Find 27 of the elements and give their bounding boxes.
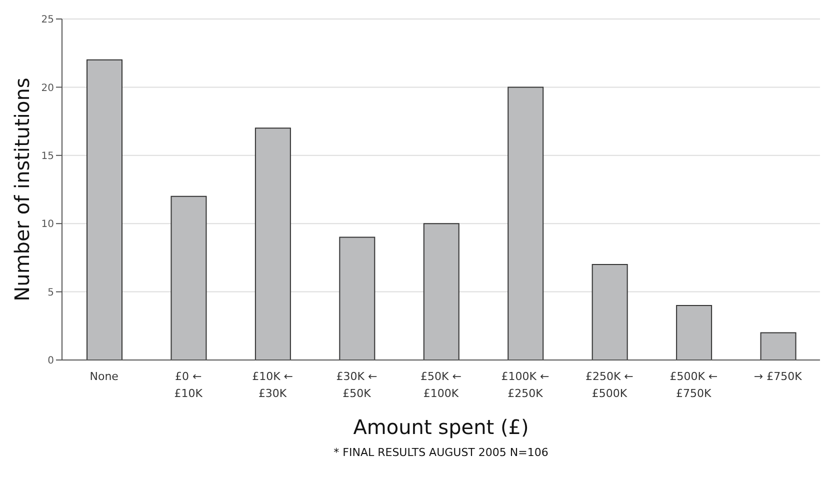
bar bbox=[592, 264, 628, 360]
x-tick-label: £50K ← £100K bbox=[420, 370, 462, 400]
x-tick-label: None bbox=[90, 370, 119, 383]
x-axis-title: Amount spent (£) bbox=[353, 415, 529, 439]
bar bbox=[676, 304, 712, 360]
x-tick-label: £0 ← £10K bbox=[174, 370, 204, 400]
y-tick-label: 15 bbox=[41, 150, 54, 162]
y-tick-label: 0 bbox=[48, 356, 54, 367]
y-tick-label: 20 bbox=[41, 82, 54, 94]
y-axis-title: Number of institutions bbox=[10, 78, 34, 302]
bar bbox=[508, 86, 544, 360]
y-tick-label: 10 bbox=[41, 219, 54, 230]
bar bbox=[170, 196, 207, 360]
y-tick-label: 25 bbox=[41, 14, 54, 26]
x-tick-label: £10K ← £30K bbox=[252, 370, 294, 400]
y-tick-label: 5 bbox=[48, 287, 54, 298]
x-tick-label: £30K ← £50K bbox=[336, 370, 378, 400]
bar bbox=[254, 128, 291, 360]
text: * FINAL RESULTS AUGUST 2005 N=106 bbox=[332, 446, 550, 459]
bar bbox=[86, 59, 122, 360]
x-tick-label: £250K ← £500K bbox=[585, 370, 634, 400]
bar bbox=[339, 236, 376, 360]
x-tick-label: £500K ← £750K bbox=[670, 370, 718, 400]
bar bbox=[423, 223, 460, 360]
bar bbox=[760, 332, 796, 360]
x-tick-label: £100K ← £250K bbox=[501, 370, 550, 400]
x-tick-label: → £750K bbox=[754, 370, 803, 383]
